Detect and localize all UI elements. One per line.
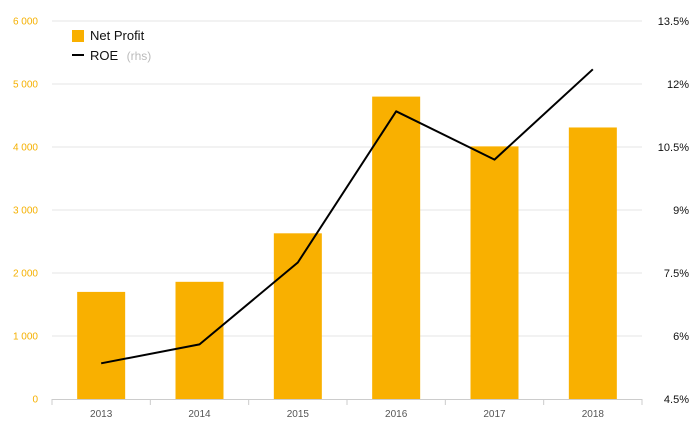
left-y-tick-label: 0	[32, 395, 38, 406]
bar	[77, 291, 126, 399]
bar	[372, 96, 421, 399]
right-y-tick-label: 9%	[673, 205, 689, 217]
bar	[470, 146, 519, 399]
right-y-tick-label: 10.5%	[658, 142, 689, 154]
right-y-tick-label: 13.5%	[658, 16, 689, 28]
gridlines	[52, 20, 642, 337]
left-y-tick-label: 3 000	[13, 206, 38, 217]
x-tick-label: 2018	[582, 409, 605, 420]
right-y-axis: 4.5% 6% 7.5% 9% 10.5% 12% 13.5%	[658, 16, 689, 406]
right-y-tick-label: 4.5%	[664, 394, 689, 406]
roe-line	[100, 68, 594, 365]
bar	[273, 233, 322, 399]
legend-label-roe-name: ROE	[90, 48, 119, 63]
left-y-tick-label: 1 000	[13, 332, 38, 343]
left-y-tick-label: 6 000	[13, 17, 38, 28]
legend-label-net-profit: Net Profit	[90, 28, 145, 43]
bar-series-net-profit	[77, 96, 617, 399]
bar	[175, 281, 224, 399]
left-y-tick-label: 2 000	[13, 269, 38, 280]
legend-label-roe: ROE (rhs)	[90, 47, 151, 64]
left-y-tick-label: 5 000	[13, 80, 38, 91]
left-y-axis: 0 1 000 2 000 3 000 4 000 5 000 6 000	[13, 17, 38, 406]
legend-swatch-net-profit	[72, 30, 84, 42]
left-y-tick-label: 4 000	[13, 143, 38, 154]
legend-label-roe-suffix: (rhs)	[127, 49, 152, 63]
x-tick-label: 2013	[90, 409, 113, 420]
line-series-roe	[100, 68, 594, 365]
legend: Net Profit ROE (rhs)	[72, 28, 151, 64]
x-tick-label: 2016	[385, 409, 408, 420]
x-tick-label: 2015	[287, 409, 310, 420]
right-y-tick-label: 6%	[673, 331, 689, 343]
bar	[568, 127, 617, 399]
x-axis: 2013 2014 2015 2016 2017 2018	[51, 399, 643, 420]
x-tick-label: 2014	[188, 409, 211, 420]
x-tick-label: 2017	[483, 409, 506, 420]
right-y-tick-label: 7.5%	[664, 268, 689, 280]
right-y-tick-label: 12%	[667, 79, 689, 91]
